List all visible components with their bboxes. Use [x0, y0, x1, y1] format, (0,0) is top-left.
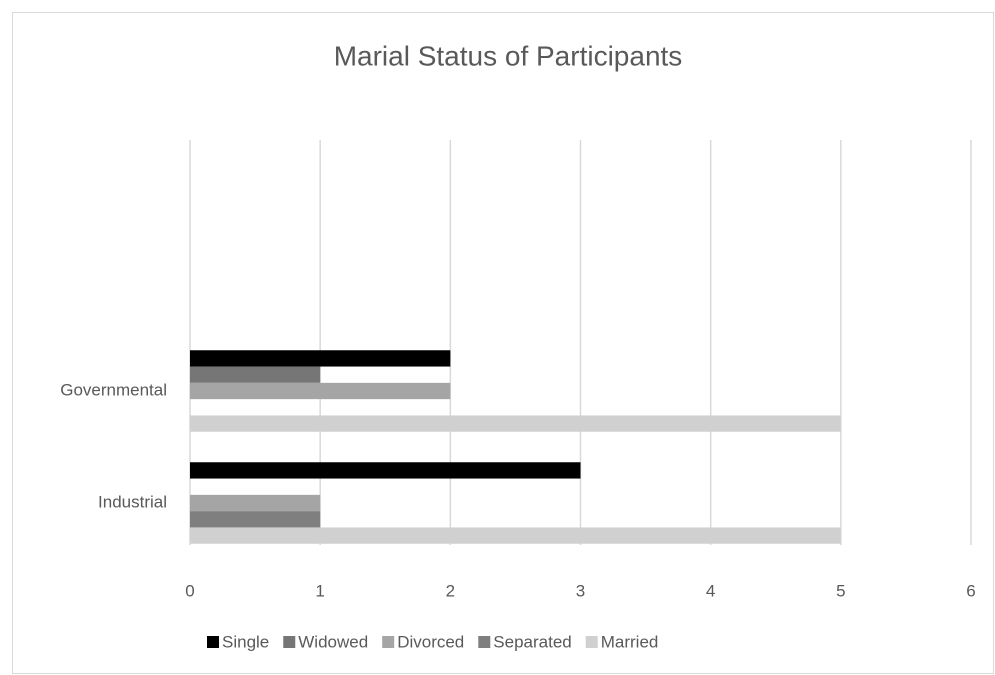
y-tick-label: Governmental: [60, 380, 167, 399]
bar: [190, 527, 841, 544]
x-tick-label: 1: [315, 581, 324, 600]
bar: [190, 511, 321, 528]
y-tick-label: Industrial: [98, 492, 167, 511]
chart-title: Marial Status of Participants: [334, 40, 683, 71]
bar: [190, 494, 321, 512]
legend-swatch: [382, 636, 395, 648]
x-tick-label: 0: [185, 581, 194, 600]
bar: [190, 462, 581, 479]
x-tick-label: 4: [706, 581, 715, 600]
legend-label: Divorced: [397, 632, 464, 651]
bar: [190, 415, 841, 432]
x-tick-label: 6: [966, 581, 975, 600]
x-tick-label: 3: [576, 581, 585, 600]
x-tick-label: 5: [836, 581, 845, 600]
legend-label: Separated: [493, 632, 571, 651]
legend-swatch: [283, 636, 296, 648]
legend-label: Married: [601, 632, 659, 651]
legend-label: Single: [222, 632, 269, 651]
legend-swatch: [478, 636, 491, 648]
bar: [190, 350, 451, 367]
legend-label: Widowed: [298, 632, 368, 651]
bar: [190, 382, 451, 400]
bar: [190, 366, 321, 383]
chart-frame: [12, 12, 994, 674]
legend-swatch: [207, 636, 219, 648]
x-tick-label: 2: [446, 581, 455, 600]
legend-swatch: [585, 636, 598, 648]
